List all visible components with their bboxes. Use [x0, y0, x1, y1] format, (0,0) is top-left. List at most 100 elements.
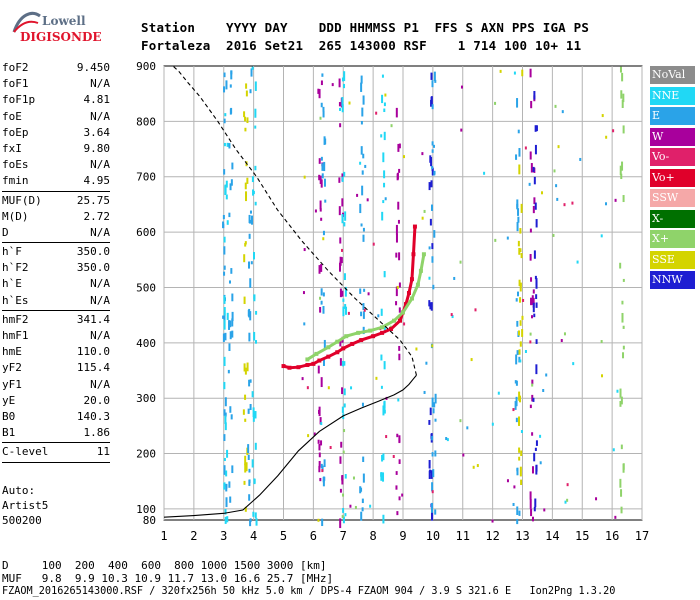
echo-mark — [224, 184, 227, 195]
echo-mark — [519, 297, 522, 303]
digisonde-logo: Lowell DIGISONDE — [8, 6, 118, 46]
echo-mark — [431, 168, 434, 176]
echo-mark — [431, 167, 434, 172]
echo-mark — [534, 125, 537, 132]
trace-point — [412, 224, 417, 229]
echo-mark — [515, 380, 518, 386]
x-tick-label: 13 — [515, 529, 529, 543]
echo-mark — [253, 252, 256, 260]
echo-mark — [515, 298, 518, 302]
echo-mark — [223, 271, 226, 276]
echo-mark — [243, 296, 246, 304]
echo-mark — [531, 432, 534, 436]
echo-mark — [535, 440, 538, 446]
echo-mark — [243, 363, 246, 372]
echo-speck — [360, 223, 363, 227]
echo-mark — [341, 97, 344, 106]
echo-speck — [451, 315, 454, 319]
echo-mark — [344, 304, 347, 309]
echo-speck — [396, 285, 399, 289]
echo-mark — [322, 305, 325, 314]
y-tick-label: 300 — [136, 392, 156, 405]
echo-mark — [396, 172, 399, 180]
echo-mark — [323, 178, 326, 187]
echo-mark — [519, 282, 522, 287]
echo-mark — [253, 294, 256, 302]
echo-mark — [249, 278, 252, 288]
trace-point — [326, 354, 331, 359]
echo-mark — [398, 307, 401, 313]
echo-mark — [519, 282, 522, 292]
echo-speck — [320, 422, 323, 426]
param-row: MUF(D) 25.75 — [2, 193, 110, 207]
param-divider — [2, 461, 110, 463]
echo-mark — [252, 407, 255, 418]
echo-mark — [531, 295, 534, 305]
echo-mark — [395, 234, 398, 243]
echo-mark — [323, 161, 326, 172]
echo-mark — [395, 252, 398, 258]
echo-speck — [302, 291, 305, 295]
legend-item-x-plus: X+ — [650, 230, 695, 248]
echo-mark — [245, 83, 248, 89]
echo-speck — [403, 322, 406, 326]
echo-speck — [470, 358, 473, 362]
echo-mark — [319, 306, 322, 313]
echo-mark — [246, 177, 249, 184]
x-tick-label: 6 — [310, 529, 317, 543]
echo-speck — [367, 292, 370, 296]
echo-mark — [342, 298, 345, 302]
echo-mark — [535, 339, 538, 344]
echo-mark — [360, 121, 363, 125]
echo-mark — [318, 409, 321, 414]
echo-mark — [395, 107, 398, 118]
echo-mark — [250, 68, 253, 77]
echo-speck — [506, 236, 509, 240]
echo-mark — [224, 113, 227, 117]
echo-mark — [341, 214, 344, 224]
echo-mark — [518, 279, 521, 287]
param-divider — [2, 242, 110, 244]
trace-point — [380, 325, 385, 330]
echo-mark — [223, 142, 226, 147]
y-tick-label: 500 — [136, 281, 156, 294]
echo-mark — [253, 331, 256, 341]
echo-speck — [301, 377, 304, 381]
echo-speck — [612, 448, 615, 452]
x-tick-label: 2 — [190, 529, 197, 543]
echo-mark — [431, 452, 434, 457]
echo-mark — [520, 203, 523, 213]
trace-point — [296, 365, 301, 370]
echo-speck — [614, 198, 617, 202]
trace-point — [389, 326, 394, 331]
echo-mark — [254, 165, 257, 171]
trace-point — [406, 291, 411, 295]
echo-mark — [223, 265, 226, 270]
echo-mark — [243, 480, 246, 485]
y-tick-label: 900 — [136, 60, 156, 73]
echo-speck — [560, 339, 563, 343]
echo-mark — [362, 311, 365, 319]
echo-mark — [381, 74, 384, 78]
echo-mark — [362, 303, 365, 311]
trace-point — [335, 339, 340, 344]
trace-point — [287, 365, 292, 370]
echo-mark — [251, 459, 254, 468]
echo-mark — [430, 470, 433, 479]
echo-mark — [320, 463, 323, 469]
echo-speck — [382, 200, 385, 204]
echo-speck — [459, 260, 462, 264]
echo-mark — [398, 435, 401, 442]
echo-speck — [428, 276, 431, 280]
echo-mark — [621, 72, 624, 82]
trace-point — [314, 351, 319, 356]
echo-speck — [561, 110, 564, 114]
echo-mark — [534, 447, 537, 451]
echo-mark — [323, 339, 326, 349]
echo-mark — [622, 125, 625, 134]
echo-speck — [499, 69, 502, 73]
echo-mark — [433, 170, 436, 175]
echo-speck — [446, 438, 449, 442]
echo-mark — [342, 361, 345, 367]
echo-mark — [224, 516, 227, 524]
